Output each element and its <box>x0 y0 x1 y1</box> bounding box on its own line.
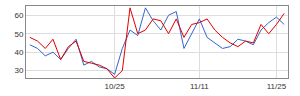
svg-text:10/25: 10/25 <box>105 82 126 91</box>
svg-text:40: 40 <box>14 48 23 57</box>
svg-text:30: 30 <box>14 66 23 75</box>
svg-text:11/11: 11/11 <box>190 82 209 91</box>
svg-text:60: 60 <box>14 11 23 20</box>
svg-text:50: 50 <box>14 29 23 38</box>
svg-text:11/25: 11/25 <box>267 82 287 91</box>
